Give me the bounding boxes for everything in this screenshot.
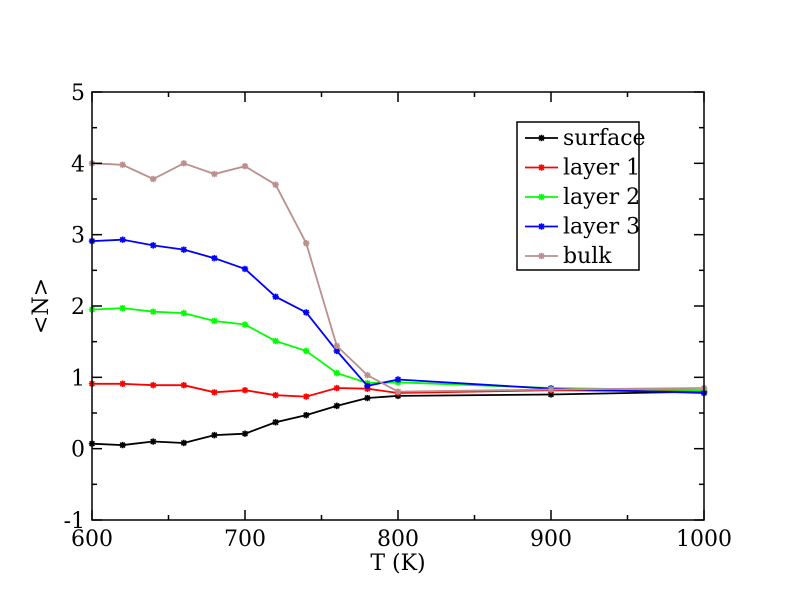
- data-point: [180, 160, 187, 167]
- data-point: [364, 371, 371, 379]
- data-point: [211, 317, 218, 325]
- x-tick-label: 800: [377, 527, 419, 552]
- data-point: [303, 240, 310, 247]
- data-point: [364, 394, 371, 402]
- data-point: [241, 386, 249, 394]
- data-point: [150, 175, 157, 183]
- data-point: [241, 265, 249, 273]
- data-point: [272, 293, 279, 300]
- x-tick-label: 700: [224, 527, 266, 552]
- y-tick-label: 4: [71, 152, 85, 177]
- data-point: [394, 376, 402, 383]
- legend-swatch-marker: [538, 164, 545, 171]
- y-tick-label: 1: [71, 366, 85, 391]
- data-point: [333, 347, 340, 355]
- y-tick-label: 5: [71, 81, 85, 106]
- x-tick-label: 1000: [676, 527, 732, 552]
- legend-box: [516, 121, 640, 271]
- data-point: [119, 236, 126, 243]
- data-point: [303, 309, 310, 316]
- data-point: [241, 321, 249, 328]
- data-point: [547, 391, 555, 398]
- data-point: [150, 308, 157, 315]
- y-tick-label: -1: [64, 509, 85, 534]
- data-point: [150, 242, 157, 249]
- data-point: [211, 389, 218, 396]
- axis-tick-labels-layer: 600 700 800 900 1000 -1 0 1 2 3 4 5: [64, 81, 732, 552]
- data-point: [333, 342, 340, 350]
- data-point: [150, 438, 157, 445]
- legend-label: layer 3: [563, 215, 640, 240]
- axis-ticks-layer: [91, 91, 705, 521]
- data-point: [241, 430, 249, 437]
- data-point: [180, 246, 187, 253]
- data-point: [241, 162, 249, 170]
- data-point: [119, 380, 126, 387]
- legend-swatch-marker: [538, 134, 545, 142]
- x-tick-label: 600: [71, 527, 113, 552]
- data-point: [394, 388, 402, 395]
- legend-label: surface: [563, 126, 646, 151]
- data-point: [272, 337, 279, 345]
- legend-swatch-marker: [538, 223, 545, 230]
- data-point: [180, 309, 187, 317]
- data-point: [303, 393, 310, 400]
- data-point: [272, 391, 279, 399]
- data-point: [333, 384, 340, 392]
- legend-label: bulk: [563, 244, 612, 269]
- data-point: [180, 381, 187, 389]
- data-point: [547, 386, 555, 393]
- x-axis-label: T (K): [370, 551, 425, 576]
- legend-label: layer 1: [563, 156, 640, 181]
- y-tick-label: 3: [71, 224, 85, 249]
- data-point: [119, 161, 126, 168]
- data-point: [150, 381, 157, 389]
- legend-label: layer 2: [563, 185, 640, 210]
- y-tick-label: 0: [71, 438, 85, 463]
- data-point: [211, 170, 218, 178]
- data-point: [333, 369, 340, 377]
- data-point: [211, 431, 218, 439]
- data-point: [119, 441, 126, 449]
- data-point: [180, 439, 187, 447]
- data-point: [272, 181, 279, 188]
- data-point: [364, 382, 371, 390]
- data-point: [333, 402, 340, 410]
- data-point: [272, 419, 279, 426]
- data-point: [303, 411, 310, 419]
- data-point: [119, 304, 126, 312]
- legend-swatch-marker: [538, 193, 545, 201]
- y-axis-label: <N>: [29, 278, 54, 334]
- legend-swatch-marker: [538, 252, 545, 260]
- x-tick-label: 900: [530, 527, 572, 552]
- y-tick-label: 2: [71, 295, 85, 320]
- legend: surface layer 1 layer 2 layer 3 bulk: [516, 121, 646, 271]
- data-point: [211, 255, 218, 262]
- data-point: [303, 347, 310, 355]
